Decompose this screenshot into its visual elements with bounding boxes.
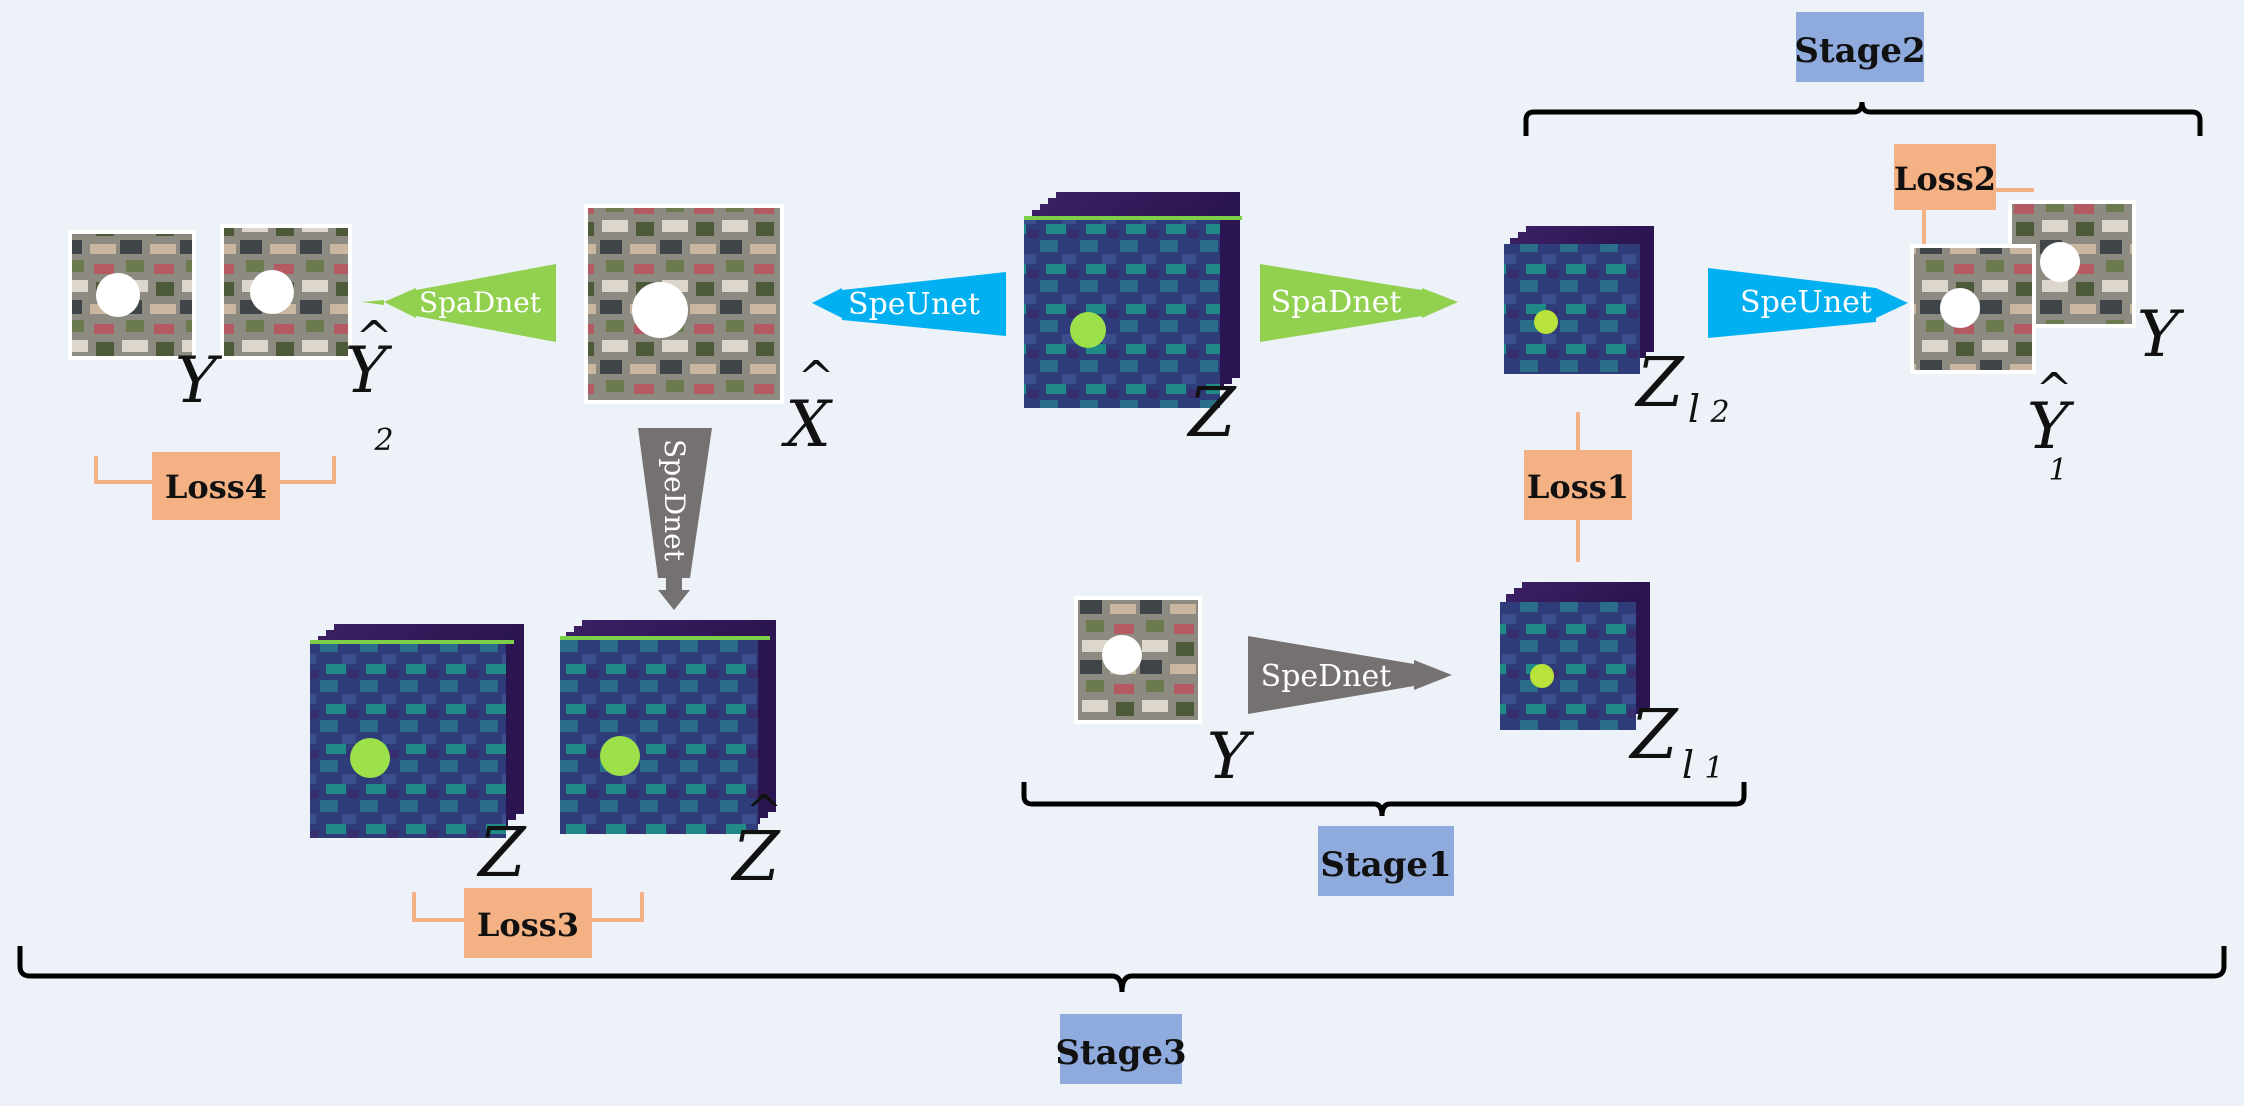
hs-cube-Z-hat-bottom [560,620,776,834]
rgb-image-Y-left [68,230,196,360]
speunet-label-left: SpeUnet [848,287,980,322]
symbol-Y-stage1: Y [1207,720,1255,794]
stage3-bracket [17,946,2227,993]
loss4-label: Loss4 [165,468,267,506]
loss2-box [1894,144,1996,210]
loss1-group: Loss1 [1524,412,1632,562]
stage3-label: Stage3 [1055,1033,1186,1073]
symbol-Y-left: Y [175,344,223,418]
hat-X: ^ [798,352,835,403]
stage1-bracket [1021,782,1747,817]
symbol-Z-center: Z [1186,374,1237,453]
sub-1-Z-l1: 1 [1704,751,1723,786]
hat-Y1: ^ [2036,364,2073,415]
spednet-label-down: SpeDnet [658,439,691,562]
spednet-label-right: SpeDnet [1261,659,1392,694]
loss1-box [1524,450,1632,520]
spadnet-arrow-left: SpaDnet [362,264,556,342]
spadnet-label-left: SpaDnet [419,286,542,319]
loss4-box [152,452,280,520]
hs-cube-Z-l2 [1504,226,1654,374]
loss3-label: Loss3 [477,906,579,944]
hat-Y2: ^ [356,312,393,363]
hat-Z-bottom: ^ [746,786,783,837]
stage2-label: Stage2 [1794,31,1925,71]
loss4-group: Loss4 [94,452,336,520]
symbol-Z-l2: Z [1634,344,1685,423]
sub-2-Y2: 2 [373,423,393,458]
sub-1-Y1: 1 [2048,453,2067,488]
speunet-arrow-left: SpeUnet [812,272,1006,336]
sub-l-Z-l2: l [1688,387,1700,431]
rgb-image-Y-stage1 [1074,596,1202,724]
speunet-arrow-right: SpeUnet [1708,268,1908,338]
loss1-label: Loss1 [1527,468,1629,506]
sub-2-Z-l2: 2 [1709,395,1729,430]
symbol-Y2-hat: Y [345,334,393,408]
stage2-box: Stage2 [1794,12,1926,82]
hs-cube-Z-center [1024,192,1242,408]
stage2-bracket [1523,101,2203,136]
speunet-label-right: SpeUnet [1740,285,1872,320]
spednet-arrow-down: SpeDnet [638,428,712,610]
loss3-group: Loss3 [412,888,644,958]
loss2-group: Loss2 [1894,144,2034,244]
hs-cube-Z-bottom [310,624,524,838]
symbol-Y1-hat: Y [2027,390,2075,464]
spednet-arrow-right: SpeDnet [1248,636,1452,714]
hs-cube-Z-l1 [1500,582,1650,730]
rgb-image-Y2-hat [220,224,352,360]
spadnet-arrow-right: SpaDnet [1260,264,1458,342]
stage1-box: Stage1 [1318,826,1454,896]
loss2-label: Loss2 [1894,160,1996,198]
stage1-label: Stage1 [1320,845,1451,885]
rgb-image-Y1-hat [1910,244,2036,374]
rgb-image-X-hat [584,204,784,404]
symbol-X-hat: X [780,388,833,462]
symbol-Z-l1: Z [1628,696,1679,775]
symbol-Z-hat-bottom: Z [730,818,781,897]
symbol-Z-bottom: Z [476,814,527,893]
loss3-box [464,888,592,958]
symbol-Y-stage2: Y [2137,298,2185,372]
stage3-box: Stage3 [1055,1014,1187,1084]
spadnet-label-right: SpaDnet [1271,285,1402,320]
sub-l-Z-l1: l [1682,743,1694,787]
